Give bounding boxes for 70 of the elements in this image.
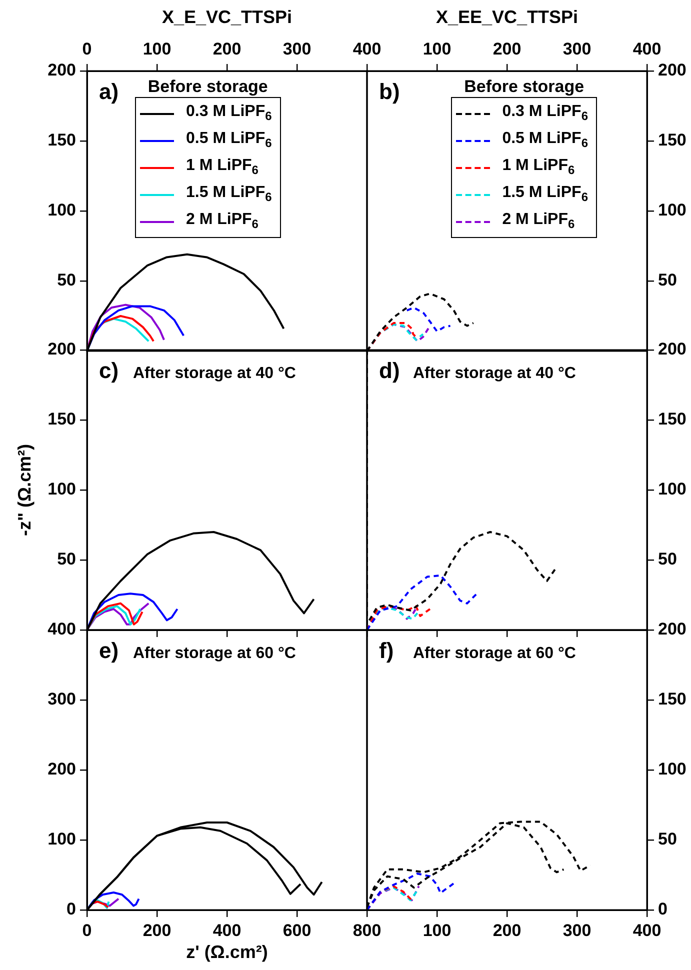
x-tick-label: 100 bbox=[422, 920, 452, 940]
legend-title: Before storage bbox=[463, 77, 586, 97]
x-tick-label: 400 bbox=[632, 920, 662, 940]
y-tick-label: 150 bbox=[658, 410, 686, 429]
y-tick-label: 200 bbox=[48, 60, 76, 80]
y-tick-label: 50 bbox=[658, 270, 677, 290]
y-axis-title: -z" (Ω.cm²) bbox=[14, 444, 36, 536]
x-tick-label: 300 bbox=[562, 920, 592, 940]
legend-label: 2 M LiPF$_{6}$ bbox=[502, 211, 575, 232]
y-tick-label: 200 bbox=[658, 620, 686, 639]
x-tick-label: 300 bbox=[562, 39, 592, 58]
y-tick-label: 100 bbox=[658, 200, 686, 220]
y-tick-label: 300 bbox=[48, 690, 76, 709]
y-tick-label: 150 bbox=[48, 130, 76, 150]
y-tick-label: 100 bbox=[48, 200, 76, 220]
y-tick-label: 0 bbox=[658, 900, 668, 919]
text: After storage at 40 °C bbox=[133, 365, 296, 383]
x-tick-label: 0 bbox=[82, 39, 92, 58]
chart-title: a) bbox=[99, 79, 119, 105]
legend-label: 1.5 M LiPF$_{6}$ bbox=[502, 184, 588, 205]
x-tick-label: 600 bbox=[282, 920, 312, 940]
x-axis-title: X_E_VC_TTSPi bbox=[160, 7, 294, 28]
y-tick-label: 0 bbox=[66, 900, 76, 919]
y-tick-label: 150 bbox=[658, 690, 686, 709]
x-axis-title: z' (Ω.cm²) bbox=[185, 942, 269, 963]
y-tick-label: 50 bbox=[57, 550, 76, 569]
y-tick-label: 200 bbox=[658, 340, 686, 359]
y-tick-label: 150 bbox=[48, 410, 76, 429]
x-tick-label: 200 bbox=[142, 920, 172, 940]
x-tick-label: 100 bbox=[142, 39, 172, 58]
x-tick-label: 0 bbox=[82, 920, 92, 940]
chart-title: d) bbox=[379, 358, 400, 384]
chart-title: b) bbox=[379, 79, 400, 105]
y-tick-label: 50 bbox=[658, 830, 677, 849]
x-tick-label: 800 bbox=[352, 920, 382, 940]
text: After storage at 40 °C bbox=[413, 365, 576, 383]
x-axis-title: X_EE_VC_TTSPi bbox=[434, 7, 580, 28]
legend-label: 1 M LiPF$_{6}$ bbox=[186, 157, 258, 178]
y-tick-label: 100 bbox=[658, 760, 686, 779]
chart-title: f) bbox=[379, 638, 394, 664]
legend-title: Before storage bbox=[146, 77, 269, 97]
x-tick-label: 200 bbox=[492, 920, 522, 940]
x-tick-label: 300 bbox=[282, 39, 312, 58]
x-tick-label: 400 bbox=[212, 920, 242, 940]
y-tick-label: 150 bbox=[658, 130, 686, 150]
x-tick-label: 400 bbox=[352, 39, 382, 58]
x-tick-label: 100 bbox=[422, 39, 452, 58]
y-tick-label: 400 bbox=[48, 620, 76, 639]
legend-label: 0.5 M LiPF$_{6}$ bbox=[502, 130, 588, 151]
legend-label: 0.3 M LiPF$_{6}$ bbox=[186, 103, 272, 124]
legend-label: 2 M LiPF$_{6}$ bbox=[186, 211, 258, 232]
y-tick-label: 100 bbox=[48, 830, 76, 849]
y-tick-label: 200 bbox=[658, 60, 686, 80]
y-tick-label: 100 bbox=[48, 480, 76, 499]
legend-label: 0.3 M LiPF$_{6}$ bbox=[502, 103, 588, 124]
chart-title: c) bbox=[99, 358, 119, 384]
y-tick-label: 200 bbox=[48, 340, 76, 359]
legend-label: 1.5 M LiPF$_{6}$ bbox=[186, 184, 272, 205]
legend-label: 0.5 M LiPF$_{6}$ bbox=[186, 130, 272, 151]
y-tick-label: 50 bbox=[658, 550, 677, 569]
y-tick-label: 50 bbox=[57, 270, 76, 290]
x-tick-label: 400 bbox=[632, 39, 662, 58]
legend-label: 1 M LiPF$_{6}$ bbox=[502, 157, 575, 178]
text: After storage at 60 °C bbox=[413, 645, 576, 663]
x-tick-label: 200 bbox=[212, 39, 242, 58]
y-tick-label: 200 bbox=[48, 760, 76, 779]
text: After storage at 60 °C bbox=[133, 645, 296, 663]
chart-title: e) bbox=[99, 638, 119, 664]
y-tick-label: 100 bbox=[658, 480, 686, 499]
x-tick-label: 200 bbox=[492, 39, 522, 58]
